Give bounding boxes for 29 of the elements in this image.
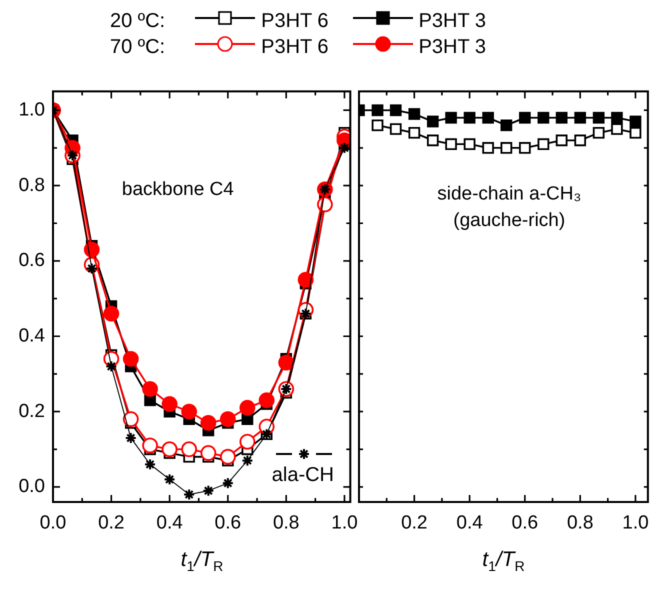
annotation: side-chain a-CH₃: [437, 183, 582, 204]
x-tick-label: 0.8: [566, 512, 594, 534]
annotation: backbone C4: [122, 179, 234, 200]
x-tick-label: 0.6: [512, 512, 538, 534]
x-axis-title: t$_{1}$/T$_{R}$: [180, 548, 224, 574]
y-tick-label: 0.8: [18, 174, 45, 196]
y-tick-label: 0.6: [18, 250, 45, 272]
legend-label: P3HT 6: [261, 10, 330, 32]
x-tick-label: 0.4: [456, 512, 484, 534]
text: 20 ºC:: [110, 10, 166, 32]
x-tick-label: 0.8: [272, 512, 300, 534]
x-axis-title: t$_{1}$/T$_{R}$: [481, 548, 526, 574]
x-tick-label: 0.6: [214, 512, 242, 534]
y-tick-label: 1.0: [18, 99, 45, 120]
x-tick-label: 1.0: [331, 512, 358, 534]
x-tick-label: 0.0: [40, 512, 66, 534]
x-tick-label: 0.4: [156, 512, 184, 534]
y-tick-label: 0.2: [18, 400, 45, 422]
series-label: ala-CH: [272, 464, 334, 487]
x-tick-label: 0.2: [401, 512, 428, 534]
legend-label: P3HT 3: [418, 10, 488, 32]
legend-label: P3HT 3: [418, 36, 488, 58]
x-tick-label: 1.0: [622, 512, 649, 534]
y-tick-label: 0.0: [18, 476, 45, 498]
legend-label: P3HT 6: [261, 36, 330, 58]
text: 70 ºC:: [110, 36, 166, 58]
x-tick-label: 0.2: [98, 512, 125, 534]
y-tick-label: 0.4: [18, 325, 46, 346]
annotation: (gauche-rich): [453, 210, 566, 231]
